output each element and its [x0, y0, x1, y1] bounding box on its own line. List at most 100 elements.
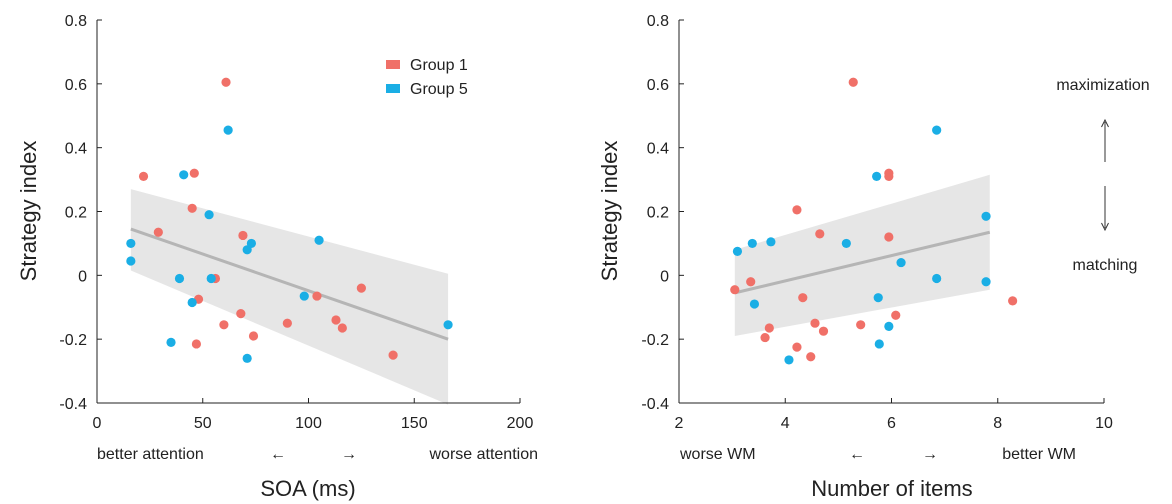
right-point-group1 — [810, 318, 820, 328]
right-point-group5 — [784, 355, 794, 365]
left-point-group5 — [246, 238, 256, 249]
right-point-group5 — [766, 237, 776, 247]
left-point-group5 — [223, 125, 233, 135]
right-point-group5 — [932, 125, 942, 135]
annotation-left-arrow-right-panel: ← — [849, 446, 865, 463]
left-point-group5 — [126, 238, 136, 249]
left-point-group1 — [191, 339, 202, 349]
annotation-right-arrow-right-panel: → — [922, 446, 938, 463]
right-point-group5 — [873, 293, 883, 303]
right-point-group1 — [1008, 296, 1018, 306]
annotation-better-wm: better WM — [1002, 446, 1076, 463]
annotation-better-attention: better attention — [97, 446, 204, 463]
left-y-tick-label: 0.6 — [65, 77, 87, 94]
right-point-group5 — [747, 238, 757, 249]
right-point-group1 — [792, 342, 802, 352]
right-y-tick-label: 0 — [660, 268, 669, 285]
left-point-group5 — [443, 320, 453, 330]
left-y-tick-label: -0.4 — [59, 396, 87, 413]
right-x-tick-label: 10 — [1095, 415, 1113, 432]
left-point-group1 — [238, 230, 248, 241]
left-point-group1 — [248, 331, 259, 341]
right-point-group5 — [732, 246, 743, 256]
legend-swatch-group5 — [386, 84, 400, 93]
x-axis-title-right: Number of items — [811, 476, 972, 501]
left-y-tick-label: -0.2 — [59, 332, 87, 349]
left-point-group1 — [388, 350, 398, 360]
annotation-right-arrow: → — [341, 446, 357, 463]
left-point-group5 — [299, 291, 309, 301]
left-x-tick-label: 150 — [401, 415, 428, 432]
strategy-arrow-up-icon — [1101, 118, 1109, 162]
left-x-tick-label: 100 — [295, 415, 322, 432]
annotation-worse-wm: worse WM — [679, 446, 756, 463]
right-scatter-panel: Strategy index Number of items worse WM … — [597, 13, 1150, 501]
legend-label-group1: Group 1 — [410, 57, 468, 74]
right-point-group1 — [891, 310, 901, 320]
left-point-group1 — [221, 77, 231, 87]
left-scatter-panel: Strategy index SOA (ms) better attention… — [16, 13, 538, 501]
right-point-group1 — [818, 326, 829, 336]
right-point-group1 — [848, 77, 858, 87]
left-point-group5 — [204, 210, 214, 220]
annotation-matching: matching — [1073, 257, 1138, 274]
left-y-tick-label: 0.4 — [65, 141, 87, 158]
right-point-group5 — [874, 339, 884, 349]
left-point-group1 — [331, 315, 341, 325]
right-point-group1 — [884, 232, 894, 242]
left-confidence-band — [130, 189, 449, 405]
right-point-group1 — [798, 293, 808, 303]
left-point-group1 — [337, 323, 347, 333]
right-point-group1 — [884, 171, 894, 181]
left-y-tick-label: 0.2 — [65, 205, 87, 222]
right-point-group1 — [746, 277, 756, 287]
left-y-tick-label: 0.8 — [65, 13, 87, 30]
left-point-group5 — [179, 170, 189, 180]
right-point-group1 — [815, 229, 825, 239]
right-point-group5 — [981, 211, 991, 221]
right-point-group5 — [932, 273, 942, 284]
left-x-tick-label: 200 — [507, 415, 534, 432]
left-point-group1 — [153, 227, 163, 237]
left-point-group1 — [189, 168, 199, 178]
right-point-group1 — [806, 352, 816, 362]
left-point-group1 — [219, 320, 229, 330]
left-x-tick-label: 0 — [93, 415, 102, 432]
right-y-tick-label: -0.4 — [641, 396, 669, 413]
left-point-group5 — [126, 256, 136, 266]
right-point-group5 — [749, 299, 760, 309]
right-point-group5 — [884, 321, 894, 331]
right-y-tick-label: 0.4 — [647, 141, 669, 158]
left-point-group1 — [312, 291, 322, 301]
right-point-group5 — [872, 171, 882, 181]
y-axis-title-left: Strategy index — [16, 141, 41, 282]
right-y-tick-label: 0.2 — [647, 205, 669, 222]
right-confidence-band — [734, 174, 990, 336]
right-point-group5 — [841, 238, 851, 249]
right-regression-line — [734, 230, 991, 295]
right-point-group1 — [792, 205, 802, 215]
left-y-tick-label: 0 — [78, 268, 87, 285]
annotation-worse-attention: worse attention — [428, 446, 538, 463]
left-point-group1 — [138, 171, 149, 181]
legend-label-group5: Group 5 — [410, 81, 468, 98]
annotation-maximization: maximization — [1056, 77, 1149, 94]
y-axis-title-right: Strategy index — [597, 141, 622, 282]
right-y-tick-label: 0.8 — [647, 13, 669, 30]
right-point-group5 — [896, 257, 906, 268]
right-x-tick-label: 6 — [887, 415, 896, 432]
right-x-tick-label: 8 — [993, 415, 1002, 432]
right-point-group1 — [856, 320, 866, 330]
left-point-group1 — [236, 309, 246, 319]
annotation-left-arrow: ← — [270, 446, 286, 463]
left-x-tick-label: 50 — [194, 415, 212, 432]
right-y-tick-label: 0.6 — [647, 77, 669, 94]
left-point-group5 — [174, 273, 185, 284]
left-point-group5 — [314, 235, 324, 245]
right-x-tick-label: 2 — [675, 415, 684, 432]
left-point-group5 — [187, 297, 197, 308]
left-point-group5 — [166, 337, 176, 347]
x-axis-title-left: SOA (ms) — [260, 476, 355, 501]
right-y-tick-label: -0.2 — [641, 332, 669, 349]
right-x-tick-label: 4 — [781, 415, 790, 432]
